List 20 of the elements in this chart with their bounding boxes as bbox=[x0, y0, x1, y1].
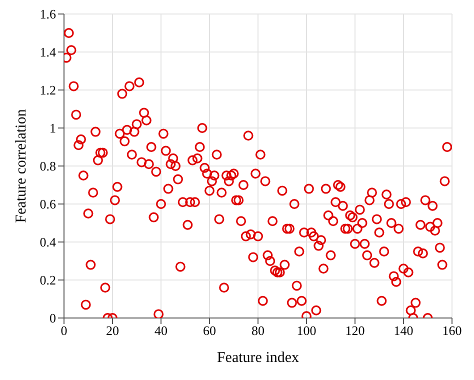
y-tick-label: 1.6 bbox=[40, 6, 56, 22]
y-tick-label: 0.4 bbox=[40, 234, 56, 250]
y-tick-label: 0.8 bbox=[40, 158, 56, 174]
x-tick-label: 60 bbox=[203, 323, 216, 338]
x-tick-label: 140 bbox=[394, 323, 414, 338]
y-tick-label: 1 bbox=[50, 120, 56, 136]
y-tick-label: 0 bbox=[50, 310, 56, 326]
y-axis-title: Feature correlation bbox=[13, 108, 30, 223]
x-tick-label: 120 bbox=[345, 323, 365, 338]
x-tick-label: 80 bbox=[252, 323, 264, 338]
x-tick-label: 100 bbox=[296, 323, 316, 338]
y-tick-label: 1.4 bbox=[40, 44, 56, 60]
x-tick-label: 0 bbox=[60, 323, 68, 338]
x-tick-label: 20 bbox=[106, 323, 119, 338]
x-axis-title: Feature index bbox=[216, 350, 300, 366]
x-tick-label: 160 bbox=[442, 323, 462, 338]
y-tick-label: 1.2 bbox=[40, 82, 56, 98]
y-tick-label: 0.2 bbox=[40, 272, 56, 288]
x-tick-label: 40 bbox=[154, 323, 168, 338]
y-tick-label: 0.6 bbox=[40, 196, 56, 212]
